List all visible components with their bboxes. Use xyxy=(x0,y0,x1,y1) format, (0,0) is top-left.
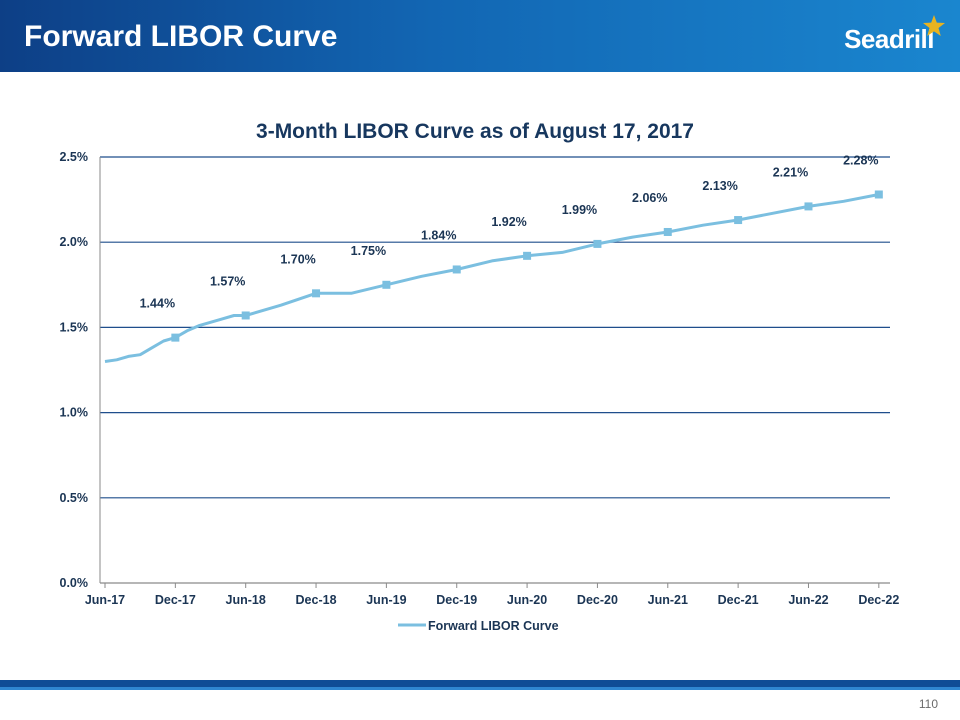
data-point-marker xyxy=(171,333,180,342)
x-tick-label: Jun-18 xyxy=(226,593,266,607)
x-tick-label: Dec-21 xyxy=(718,593,759,607)
x-tick-label: Jun-17 xyxy=(85,593,125,607)
data-label: 1.75% xyxy=(351,244,386,258)
x-tick-label: Dec-20 xyxy=(577,593,618,607)
x-tick-label: Jun-21 xyxy=(648,593,688,607)
data-point-marker xyxy=(382,280,391,289)
data-label: 2.13% xyxy=(702,179,737,193)
footer-band xyxy=(0,680,960,687)
data-label: 1.57% xyxy=(210,274,245,288)
x-tick-label: Jun-20 xyxy=(507,593,547,607)
data-point-marker xyxy=(593,239,602,248)
data-point-marker xyxy=(804,202,813,211)
data-label: 2.21% xyxy=(773,165,808,179)
company-logo: Seadrill xyxy=(844,24,934,54)
footer-band-accent xyxy=(0,687,960,690)
y-tick-label: 0.5% xyxy=(60,491,89,505)
libor-line-chart: 3-Month LIBOR Curve as of August 17, 201… xyxy=(60,120,900,633)
y-axis-labels: 0.0% 0.5% 1.0% 1.5% 2.0% 2.5% xyxy=(60,150,89,590)
legend-label: Forward LIBOR Curve xyxy=(428,619,559,633)
y-tick-label: 1.0% xyxy=(60,406,89,420)
series-line-forward-libor xyxy=(104,193,880,363)
gridlines xyxy=(99,156,890,584)
slide-title: Forward LIBOR Curve xyxy=(24,20,338,53)
y-tick-label: 1.5% xyxy=(60,320,89,334)
x-tick-label: Jun-22 xyxy=(788,593,828,607)
data-point-marker xyxy=(663,227,672,236)
x-tick-label: Jun-19 xyxy=(366,593,406,607)
x-tick-label: Dec-17 xyxy=(155,593,196,607)
x-tick-label: Dec-22 xyxy=(858,593,899,607)
data-point-marker xyxy=(452,265,461,274)
y-tick-label: 2.5% xyxy=(60,150,89,164)
data-point-marker xyxy=(241,311,250,320)
data-point-marker xyxy=(734,216,743,225)
data-point-marker xyxy=(312,289,321,298)
data-label: 1.84% xyxy=(421,228,456,242)
data-label: 1.99% xyxy=(562,203,597,217)
data-label: 1.92% xyxy=(491,215,526,229)
star-icon xyxy=(923,15,945,36)
data-point-marker xyxy=(874,190,883,199)
x-tick-label: Dec-19 xyxy=(436,593,477,607)
data-labels: 1.44% 1.57% 1.70% 1.75% 1.84% 1.92% 1.99% 2.06%… xyxy=(140,153,879,310)
data-label: 1.70% xyxy=(280,252,315,266)
chart-title: 3-Month LIBOR Curve as of August 17, 201… xyxy=(256,120,694,143)
data-label: 2.28% xyxy=(843,153,878,167)
series-layer xyxy=(104,190,883,363)
page-number: 110 xyxy=(918,697,938,711)
y-tick-label: 2.0% xyxy=(60,235,89,249)
data-label: 2.06% xyxy=(632,191,667,205)
legend: Forward LIBOR Curve xyxy=(398,619,559,633)
slide-header: Forward LIBOR Curve Seadrill xyxy=(0,0,960,72)
data-label: 1.44% xyxy=(140,297,175,311)
y-tick-label: 0.0% xyxy=(60,576,89,590)
data-point-marker xyxy=(523,251,532,260)
x-tick-label: Dec-18 xyxy=(296,593,337,607)
x-axis: Jun-17 Dec-17 Jun-18 Dec-18 Jun-19 Dec-19 Jun-… xyxy=(85,583,899,607)
